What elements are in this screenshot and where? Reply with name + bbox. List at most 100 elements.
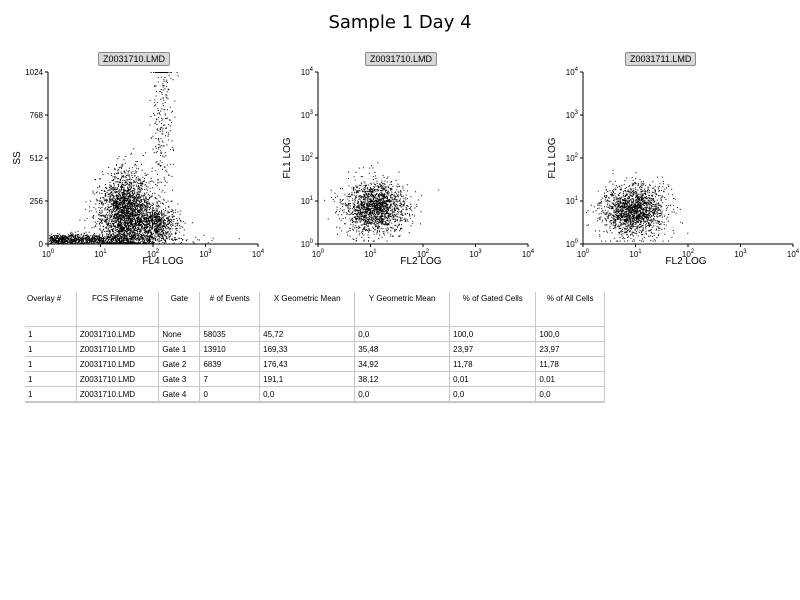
y-tick-label: 256	[30, 197, 44, 206]
table-cell: Z0031710.LMD	[76, 356, 160, 372]
file-tab[interactable]: Z0031710.LMD	[365, 52, 438, 66]
x-tick-label: 102	[682, 249, 695, 259]
y-tick-label: 0	[39, 240, 44, 249]
y-tick-label: 104	[301, 67, 314, 77]
table-cell: 0,0	[354, 386, 451, 403]
file-tab[interactable]: Z0031710.LMD	[98, 52, 171, 66]
table-cell: 45,72	[259, 326, 356, 342]
column-header[interactable]: % of Gated Cells	[449, 292, 537, 327]
scatter-points	[324, 162, 440, 242]
table-cell: Z0031710.LMD	[76, 341, 160, 357]
table-cell: 100,0	[535, 326, 605, 342]
column-header[interactable]: X Geometric Mean	[259, 292, 356, 327]
table-cell: 100,0	[449, 326, 537, 342]
table-cell: 0,0	[535, 386, 605, 403]
column-header[interactable]: Y Geometric Mean	[354, 292, 451, 327]
x-tick-label: 101	[364, 249, 377, 259]
table-cell: 0,0	[354, 326, 451, 342]
scatter-points	[586, 169, 689, 242]
table-cell: 0,0	[449, 386, 537, 403]
column-header[interactable]: % of All Cells	[535, 292, 605, 327]
x-tick-label: 104	[522, 249, 535, 259]
x-axis-label: FL2 LOG	[400, 256, 441, 267]
table-cell: 11,78	[535, 356, 605, 372]
x-tick-label: 102	[417, 249, 430, 259]
table-cell: Z0031710.LMD	[76, 326, 160, 342]
x-tick-label: 103	[734, 249, 747, 259]
y-axis-label: FL1 LOG	[547, 137, 558, 178]
table-cell: 0,01	[449, 371, 537, 387]
x-tick-label: 101	[629, 249, 642, 259]
x-axis-label: FL2 LOG	[665, 256, 706, 267]
table-cell: 13910	[199, 341, 261, 357]
table-cell: 0,01	[535, 371, 605, 387]
table-cell: 11,78	[449, 356, 537, 372]
table-cell: 169,33	[259, 341, 356, 357]
table-cell: Gate 1	[158, 341, 201, 357]
y-tick-label: 101	[566, 196, 579, 206]
file-tab[interactable]: Z0031711.LMD	[625, 52, 697, 66]
y-tick-label: 103	[566, 110, 579, 120]
y-axis-label: FL1 LOG	[282, 137, 293, 178]
statistics-table: Overlay # FCS Filename Gate # of Events X Ge…	[25, 292, 605, 403]
column-header[interactable]: Gate	[158, 292, 201, 327]
scatter-plot-ss-vs-fl4: Z0031710.LMD 100 101 102 103 104 0 256 512 768 10…	[10, 52, 265, 277]
y-tick-label: 100	[566, 239, 579, 249]
column-header[interactable]: # of Events	[199, 292, 261, 327]
y-tick-label: 1024	[25, 68, 43, 77]
table-cell: 1	[25, 386, 77, 403]
table-row: 1 Z0031710.LMD Gate 2 6839 176,43 34,92 11,78 1…	[25, 356, 605, 372]
event-dots	[49, 72, 240, 244]
y-tick-label: 103	[301, 110, 314, 120]
event-dots	[586, 169, 689, 242]
x-tick-label: 102	[147, 249, 160, 259]
table-row: 1 Z0031710.LMD None 58035 45,72 0,0 100,0 100,0	[25, 326, 605, 342]
table-cell: Z0031710.LMD	[76, 386, 160, 403]
y-tick-label: 101	[301, 196, 314, 206]
table-cell: 1	[25, 356, 77, 372]
scatter-points	[49, 72, 240, 244]
table-cell: 7	[199, 371, 261, 387]
table-cell: 0	[199, 386, 261, 403]
table-cell: 176,43	[259, 356, 356, 372]
table-cell: 35,48	[354, 341, 451, 357]
y-tick-label: 102	[301, 153, 314, 163]
page-title: Sample 1 Day 4	[328, 12, 472, 33]
plot-svg: 100 101 102 103 104 100 101 102 103 104 FL2 LOG FL1…	[282, 67, 535, 267]
column-header[interactable]: Overlay #	[25, 292, 77, 327]
table-cell: 23,97	[535, 341, 605, 357]
y-tick-label: 512	[30, 154, 44, 163]
table-cell: Gate 3	[158, 371, 201, 387]
table-cell: 1	[25, 326, 77, 342]
table-cell: 1	[25, 371, 77, 387]
table-cell: 23,97	[449, 341, 537, 357]
column-header[interactable]: FCS Filename	[76, 292, 160, 327]
table-header-row: Overlay # FCS Filename Gate # of Events X Ge…	[25, 292, 605, 327]
x-tick-label: 100	[42, 249, 55, 259]
table-cell: 6839	[199, 356, 261, 372]
y-tick-label: 102	[566, 153, 579, 163]
table-cell: 38,12	[354, 371, 451, 387]
table-row: 1 Z0031710.LMD Gate 3 7 191,1 38,12 0,01 0,01	[25, 371, 605, 387]
table-cell: Z0031710.LMD	[76, 371, 160, 387]
table-cell: 34,92	[354, 356, 451, 372]
event-dots	[324, 162, 440, 242]
table-cell: None	[158, 326, 201, 342]
table-cell: Gate 2	[158, 356, 201, 372]
x-axis-label: FL4 LOG	[142, 256, 183, 267]
x-tick-label: 101	[94, 249, 107, 259]
table-cell: Gate 4	[158, 386, 201, 403]
table-row: 1 Z0031710.LMD Gate 1 13910 169,33 35,48 23,97…	[25, 341, 605, 357]
x-tick-label: 103	[199, 249, 212, 259]
table-cell: 1	[25, 341, 77, 357]
y-tick-label: 768	[30, 111, 44, 120]
table-cell: 191,1	[259, 371, 356, 387]
y-tick-label: 104	[566, 67, 579, 77]
x-tick-label: 100	[577, 249, 590, 259]
plot-svg: 100 101 102 103 104 100 101 102 103 104 FL2 LOG FL1…	[547, 67, 800, 267]
table-row: 1 Z0031710.LMD Gate 4 0 0,0 0,0 0,0 0,0	[25, 386, 605, 403]
table-cell: 0,0	[259, 386, 356, 403]
y-axis-label: SS	[12, 151, 23, 165]
scatter-plot-fl1-vs-fl2: Z0031710.LMD 100 101 102 103 104 100 101 102 103…	[280, 52, 535, 277]
plot-svg: 100 101 102 103 104 0 256 512 768 1024 FL4 LOG SS	[12, 68, 265, 267]
